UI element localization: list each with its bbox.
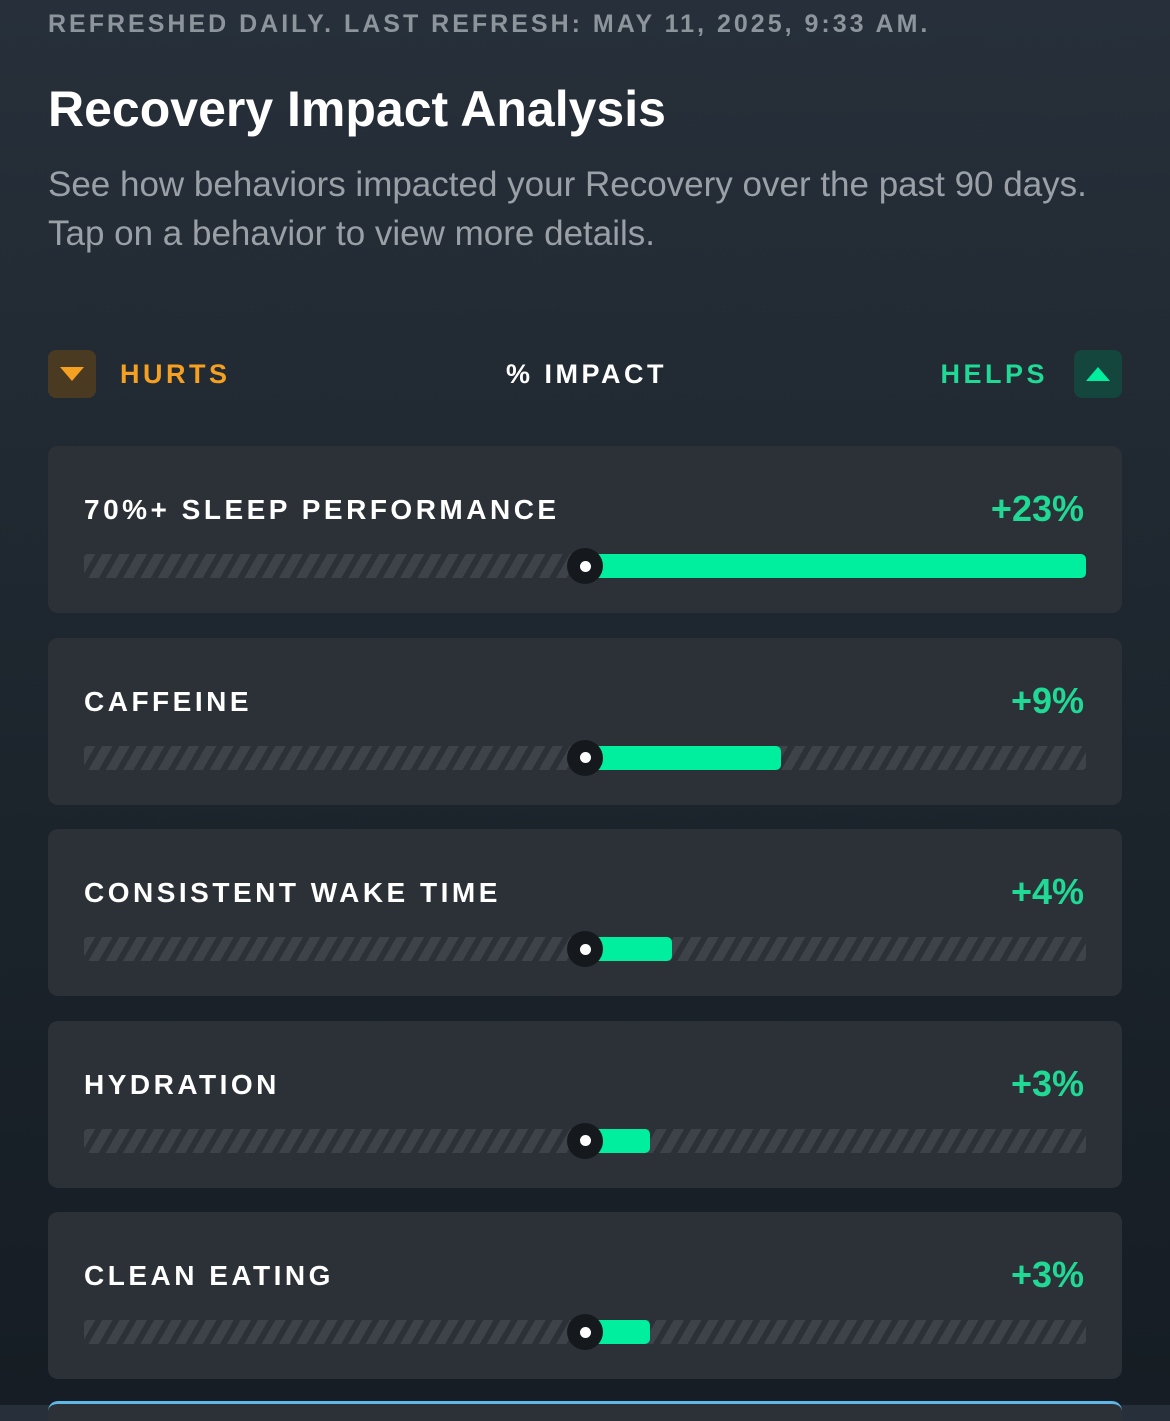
behavior-name: CAFFEINE <box>84 685 252 717</box>
behavior-card-caffeine[interactable]: CAFFEINE +9% <box>48 637 1122 805</box>
behavior-card-consistent-wake-time[interactable]: CONSISTENT WAKE TIME +4% <box>48 829 1122 996</box>
zero-marker-icon <box>567 739 603 776</box>
page-title: Recovery Impact Analysis <box>48 81 666 137</box>
impact-label: % IMPACT <box>506 359 667 389</box>
recovery-impact-page: REFRESHED DAILY. LAST REFRESH: MAY 11, 2… <box>48 0 1122 1421</box>
behavior-impact-value: +4% <box>1010 871 1084 912</box>
triangle-up-icon <box>1086 367 1110 381</box>
refresh-note: REFRESHED DAILY. LAST REFRESH: MAY 11, 2… <box>48 10 931 38</box>
zero-marker-icon <box>567 548 603 584</box>
impact-bar-track <box>84 1314 1086 1350</box>
behavior-card-hydration[interactable]: HYDRATION +3% <box>48 1020 1122 1188</box>
triangle-down-icon <box>60 367 84 381</box>
behavior-name: 70%+ SLEEP PERFORMANCE <box>84 494 560 525</box>
hurts-label: HURTS <box>120 359 231 389</box>
behavior-impact-value: +3% <box>1010 1062 1084 1104</box>
impact-bar-track <box>84 931 1086 967</box>
behavior-card-sleep-performance[interactable]: 70%+ SLEEP PERFORMANCE +23% <box>48 446 1122 613</box>
impact-bar-track <box>84 1122 1086 1159</box>
page-subtitle: See how behaviors impacted your Recovery… <box>48 165 1087 253</box>
behavior-list: 70%+ SLEEP PERFORMANCE +23% CAFFEINE +9%… <box>48 446 1122 1404</box>
zero-marker-icon <box>567 931 603 967</box>
behavior-impact-value: +23% <box>990 488 1084 529</box>
impact-bar-track <box>84 548 1086 584</box>
helps-filter-button[interactable] <box>1074 350 1122 398</box>
behavior-name: CONSISTENT WAKE TIME <box>84 877 501 908</box>
impact-bar-fill <box>585 554 1086 578</box>
impact-legend: HURTS % IMPACT HELPS <box>48 350 1122 398</box>
behavior-impact-value: +9% <box>1010 679 1084 721</box>
zero-marker-icon <box>567 1314 603 1350</box>
next-card-edge[interactable] <box>48 1401 1122 1421</box>
zero-marker-icon <box>567 1122 603 1159</box>
behavior-card-clean-eating[interactable]: CLEAN EATING +3% <box>48 1212 1122 1379</box>
behavior-impact-value: +3% <box>1010 1254 1084 1295</box>
impact-bar-track <box>84 739 1086 776</box>
behavior-name: HYDRATION <box>84 1068 280 1100</box>
helps-label: HELPS <box>940 359 1048 389</box>
hurts-filter-button[interactable] <box>48 350 96 398</box>
impact-bar-fill <box>585 745 782 770</box>
behavior-name: CLEAN EATING <box>84 1260 334 1291</box>
